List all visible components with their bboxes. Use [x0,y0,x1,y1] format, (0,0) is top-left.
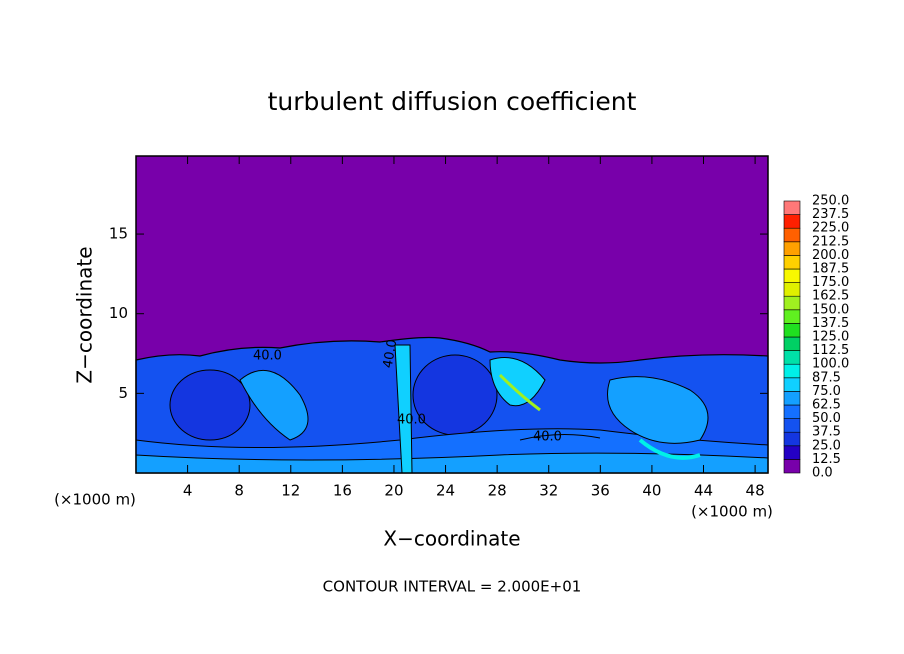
colorbar-label: 250.0 [812,194,849,209]
colorbar-box [783,363,801,379]
colorbar-box [783,200,801,215]
colorbar-label: 162.5 [812,289,849,304]
chart-title: turbulent diffusion coefficient [268,87,637,116]
colorbar-label: 137.5 [812,316,849,331]
colorbar-label: 75.0 [812,384,841,399]
colorbar-box [783,323,801,338]
colorbar-box [783,214,801,229]
colorbar-label: 212.5 [812,234,849,249]
x-axis-label: X−coordinate [383,527,520,551]
x-tick-label: 12 [281,482,300,500]
y-axis-label: Z−coordinate [73,246,97,383]
colorbar-label: 175.0 [812,275,849,290]
footnote: CONTOUR INTERVAL = 2.000E+01 [323,578,582,596]
x-tick-label: 20 [384,482,403,500]
colorbar-label: 50.0 [812,411,841,426]
colorbar-box [783,445,801,460]
colorbar-box [783,268,801,283]
colorbar-label: 87.5 [812,370,841,385]
colorbar-label: 62.5 [812,398,841,413]
y-tick-label: 15 [109,225,128,243]
x-tick-label: 36 [591,482,610,500]
colorbar-label: 12.5 [812,452,841,467]
colorbar-label: 37.5 [812,425,841,440]
colorbar-label: 187.5 [812,262,849,277]
x-tick-label: 16 [333,482,352,500]
y-tick-label: 5 [118,384,128,402]
colorbar-label: 200.0 [812,248,849,263]
colorbar-label: 100.0 [812,357,849,372]
x-tick-label: 28 [488,482,507,500]
x-unit-label: (×1000 m) [691,503,773,521]
colorbar-label: 237.5 [812,207,849,222]
colorbar-box [783,282,801,297]
colorbar-label: 112.5 [812,343,849,358]
colorbar-box [783,336,801,351]
y-tick-label: 10 [109,304,128,322]
x-tick-label: 8 [234,482,244,500]
colorbar-box [783,241,801,256]
colorbar-box [783,459,801,474]
x-tick-label: 32 [539,482,558,500]
colorbar-label: 125.0 [812,330,849,345]
x-tick-label: 48 [746,482,765,500]
x-tick-label: 24 [436,482,455,500]
contour-label: 40.0 [533,430,562,445]
colorbar-box [783,295,801,311]
x-unit-label: (×1000 m) [54,491,136,509]
contour-label: 40.0 [253,349,282,364]
contour-label: 40.0 [381,338,401,369]
colorbar-box [783,391,801,406]
contour-label: 40.0 [397,413,426,428]
colorbar-box [783,418,801,433]
colorbar-label: 0.0 [812,466,833,481]
colorbar-box [783,404,801,419]
colorbar-box [783,431,801,447]
x-tick-label: 44 [694,482,713,500]
colorbar-box [783,350,801,365]
colorbar-box [783,309,801,324]
colorbar-label: 225.0 [812,221,849,236]
field [135,156,769,474]
colorbar-box [783,377,801,392]
colorbar-box [783,255,801,270]
x-tick-label: 40 [642,482,661,500]
x-tick-label: 4 [183,482,193,500]
colorbar-label: 150.0 [812,302,849,317]
colorbar-box [783,227,801,243]
colorbar-label: 25.0 [812,438,841,453]
plot-frame [135,155,769,474]
